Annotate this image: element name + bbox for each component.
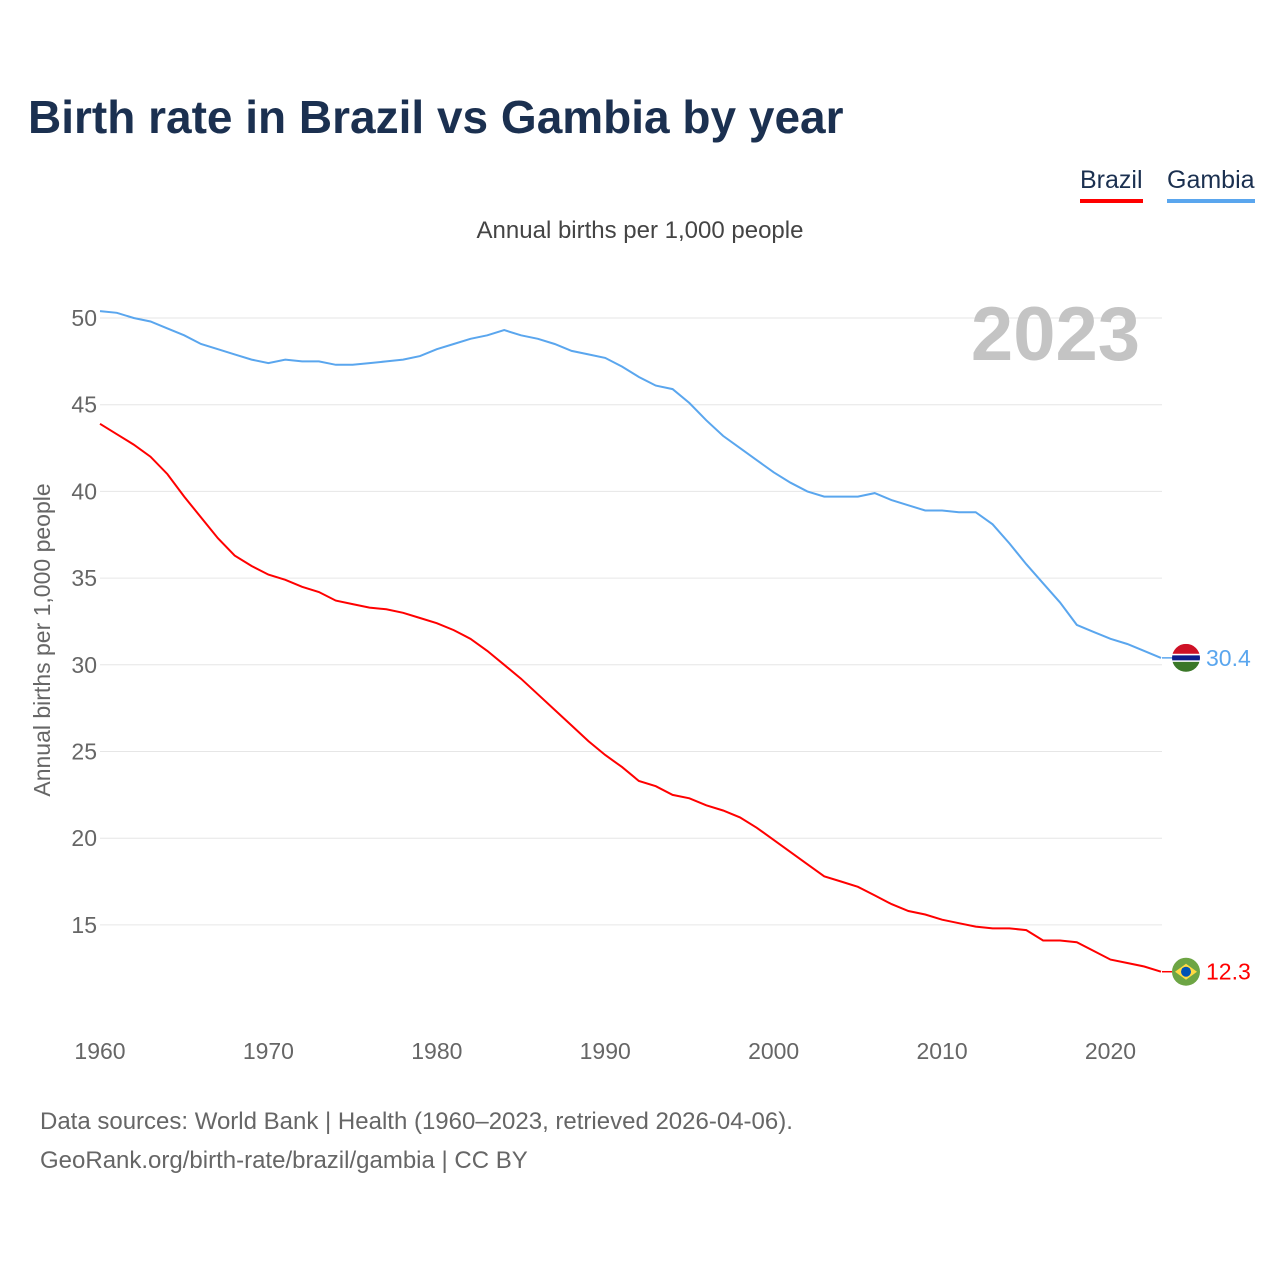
chart-subtitle: Annual births per 1,000 people (476, 217, 804, 244)
end-value-label: 30.4 (1206, 645, 1251, 671)
year-watermark: 2023 (971, 292, 1140, 377)
y-tick-label: 35 (71, 565, 97, 591)
x-tick-label: 1960 (74, 1038, 125, 1064)
y-axis-label: Annual births per 1,000 people (29, 483, 55, 796)
y-tick-label: 50 (71, 305, 97, 331)
footer-sources: Data sources: World Bank | Health (1960–… (40, 1108, 793, 1135)
y-tick-label: 15 (71, 912, 97, 938)
x-tick-label: 2000 (748, 1038, 799, 1064)
end-value-label: 12.3 (1206, 959, 1251, 985)
x-tick-label: 1980 (411, 1038, 462, 1064)
x-tick-label: 1990 (580, 1038, 631, 1064)
footer-url: GeoRank.org/birth-rate/brazil/gambia | C… (40, 1147, 528, 1174)
series-line-gambia (99, 310, 1162, 659)
x-tick-label: 2010 (916, 1038, 967, 1064)
legend-brazil[interactable]: Brazil (1080, 166, 1143, 203)
x-tick-label: 2020 (1085, 1038, 1136, 1064)
y-tick-label: 45 (71, 392, 97, 418)
chart-title: Birth rate in Brazil vs Gambia by year (28, 91, 844, 143)
legend-gambia[interactable]: Gambia (1167, 166, 1255, 203)
x-tick-label: 1970 (243, 1038, 294, 1064)
y-tick-label: 40 (71, 478, 97, 504)
gambia-flag-icon (1172, 643, 1200, 672)
brazil-flag-icon (1172, 957, 1200, 986)
series-line-brazil (99, 422, 1162, 973)
y-tick-label: 20 (71, 825, 97, 851)
y-tick-label: 30 (71, 652, 97, 678)
y-tick-label: 25 (71, 739, 97, 765)
